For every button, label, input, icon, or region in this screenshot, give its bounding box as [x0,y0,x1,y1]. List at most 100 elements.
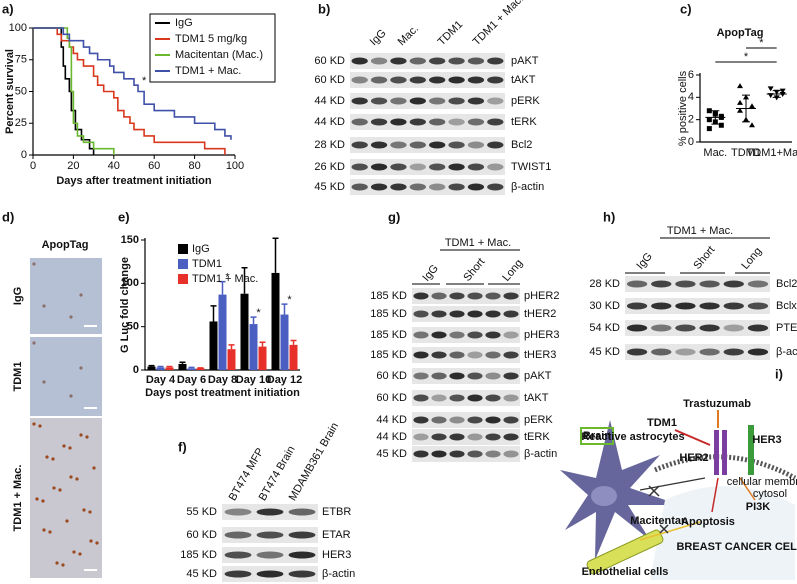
point [737,99,743,105]
x-tick-label: Day 4 [146,374,176,386]
astrocyte-nucleus [591,486,617,506]
stain-dot [45,455,49,459]
error-bar [210,305,217,322]
band [413,394,429,402]
stain-dot [68,446,72,450]
band [449,394,465,402]
stain-dot [32,262,36,266]
band [448,118,465,126]
y-tick-label: 0 [21,149,27,161]
group-label: Short [461,256,487,284]
stain-dot [62,444,66,448]
x-tick-label: 0 [30,160,36,172]
error-bar [148,364,155,367]
diagram-label: Endothelial cells [582,566,669,578]
error-bar [272,237,279,273]
band [503,372,519,380]
stain-dot [69,475,73,479]
membrane [654,454,797,481]
kd-label: 60 KD [376,370,407,382]
band [723,324,744,332]
band [503,292,519,300]
error-bar [772,90,781,98]
protein-label: pERK [511,95,540,107]
panel-label: a) [2,1,14,16]
bar [218,294,227,370]
band [747,324,769,332]
band [390,118,407,126]
kd-label: 185 KD [370,329,407,341]
band [413,351,429,359]
group-label: IgG [420,262,441,283]
band [449,450,465,458]
annotation: * [225,272,230,284]
y-tick-label: 2 [688,114,694,126]
band [351,141,368,149]
band [288,570,316,578]
kd-label: 60 KD [376,392,407,404]
band [409,183,426,191]
error-bar [188,366,195,369]
group-header: TDM1 + Mac. [445,237,511,249]
legend-label: IgG [175,17,193,29]
band [449,292,465,300]
legend-label: Macitentan (Mac.) [175,49,263,61]
band [413,310,429,318]
band [351,183,368,191]
diagram-label: Apoptosis [681,516,735,528]
band [467,118,485,126]
bar [165,367,174,370]
x-tick-label: 40 [108,160,120,172]
band [256,551,284,559]
band [256,531,284,539]
bar [209,321,218,370]
protein-label: ETAR [322,529,351,541]
column-label: Mac. [396,23,421,48]
band [723,348,744,356]
blot-strip [350,72,505,88]
kd-label: 26 KD [314,161,345,173]
diagram-label: PI3K [746,501,771,513]
band [351,163,368,171]
pi3k-arrow [739,477,756,501]
band [487,163,504,171]
kd-label: 60 KD [186,529,217,541]
error-bar [742,94,750,123]
annotation: * [744,51,749,63]
band [675,348,696,356]
band [413,331,429,339]
band [699,348,720,356]
band [413,372,429,380]
error-bar [179,361,186,364]
y-axis-label: G Luc fold change [119,257,131,353]
legend-box [149,13,276,83]
x-tick-label: TDM1 [731,147,761,159]
band [370,76,388,84]
band [370,163,388,171]
band [699,302,720,310]
x-tick-label: TDM1+Mac. [747,147,797,159]
stain-dot [51,457,55,461]
error-bar [259,341,266,347]
band [467,57,485,65]
x-tick-label: Day 6 [177,374,206,386]
band [409,141,426,149]
et-arrow [639,521,701,541]
band [626,348,648,356]
band [351,76,368,84]
band [390,163,407,171]
band [487,141,504,149]
y-tick-label: 50 [15,85,27,97]
band [485,394,501,402]
her3-receptor [748,425,754,475]
protein-label: pERK [524,414,553,426]
annotation: * [759,37,764,49]
row-label: TDM1 + Mac. [12,465,24,532]
band [699,280,720,288]
y-axis-label: % positive cells [677,70,689,146]
band [370,97,388,105]
bar [249,324,258,370]
stain-dot [82,508,86,512]
astrocyte [560,420,680,560]
stain-dot [55,561,59,565]
